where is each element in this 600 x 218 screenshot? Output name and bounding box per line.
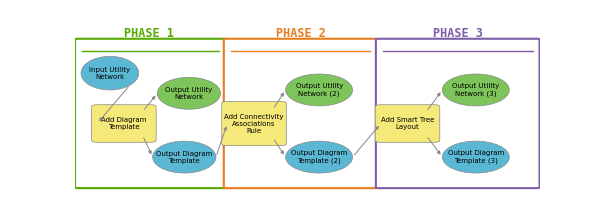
Text: Output Diagram
Template: Output Diagram Template [156, 151, 212, 164]
Text: Input Utility
Network: Input Utility Network [89, 67, 130, 80]
Text: PHASE 3: PHASE 3 [433, 27, 482, 40]
FancyBboxPatch shape [224, 39, 377, 188]
FancyBboxPatch shape [92, 105, 156, 142]
Ellipse shape [286, 141, 353, 173]
Text: PHASE 1: PHASE 1 [124, 27, 175, 40]
Text: Output Diagram
Template (2): Output Diagram Template (2) [291, 150, 347, 164]
Text: PHASE 2: PHASE 2 [275, 27, 325, 40]
Text: Output Utility
Network (3): Output Utility Network (3) [452, 83, 499, 97]
Text: Output Utility
Network: Output Utility Network [166, 87, 212, 100]
Ellipse shape [442, 141, 509, 173]
Text: Output Diagram
Template (3): Output Diagram Template (3) [448, 150, 504, 164]
Text: Output Utility
Network (2): Output Utility Network (2) [296, 83, 343, 97]
Text: Add Diagram
Template: Add Diagram Template [101, 117, 146, 130]
Text: Add Smart Tree
Layout: Add Smart Tree Layout [381, 117, 434, 130]
Ellipse shape [286, 74, 353, 106]
Ellipse shape [157, 77, 221, 109]
FancyBboxPatch shape [222, 101, 286, 146]
FancyBboxPatch shape [376, 39, 539, 188]
Text: Add Connectivity
Associations
Rule: Add Connectivity Associations Rule [224, 114, 284, 133]
FancyBboxPatch shape [375, 105, 440, 142]
Ellipse shape [442, 74, 509, 106]
Ellipse shape [81, 56, 139, 90]
FancyBboxPatch shape [75, 39, 226, 188]
Ellipse shape [152, 141, 216, 173]
